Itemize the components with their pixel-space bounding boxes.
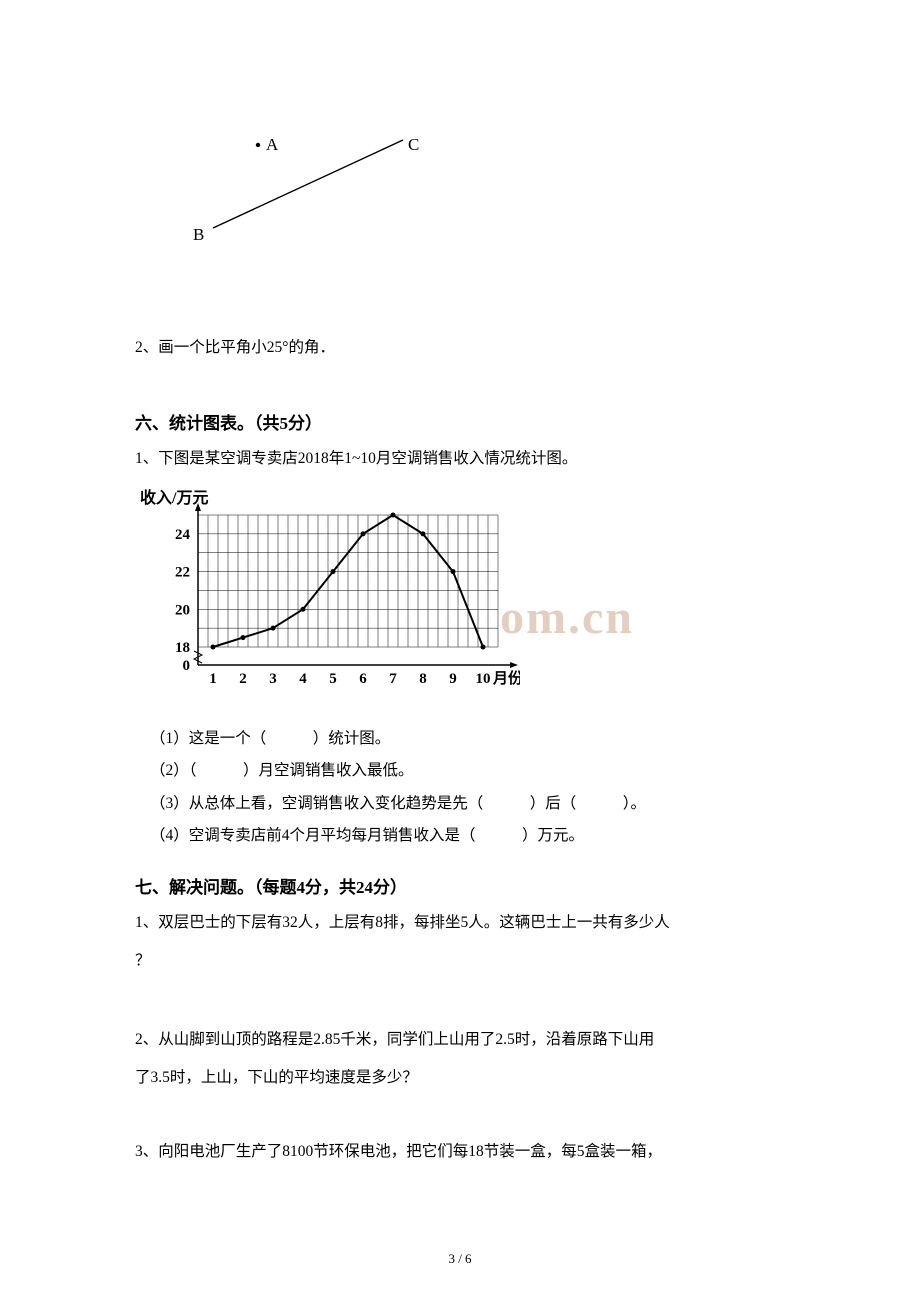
question-7-1-line2: ？ bbox=[135, 948, 785, 974]
svg-text:5: 5 bbox=[329, 671, 337, 687]
section-6-heading: 六、统计图表。（共5分） bbox=[135, 409, 785, 434]
svg-text:8: 8 bbox=[419, 671, 427, 687]
section-7-heading: 七、解决问题。（每题4分，共24分） bbox=[135, 873, 785, 898]
svg-text:1: 1 bbox=[209, 671, 217, 687]
svg-text:20: 20 bbox=[175, 602, 190, 618]
svg-text:9: 9 bbox=[449, 671, 457, 687]
question-6-1-sub2: （2）（ ）月空调销售收入最低。 bbox=[150, 755, 785, 788]
page-number: 3 / 6 bbox=[0, 1251, 920, 1267]
question-6-1-intro: 1、下图是某空调专卖店2018年1~10月空调销售收入情况统计图。 bbox=[135, 446, 785, 472]
question-7-2-line1: 2、从山脚到山顶的路程是2.85千米，同学们上山用了2.5时，沿着原路下山用 bbox=[135, 1027, 785, 1053]
svg-text:18: 18 bbox=[175, 640, 190, 656]
svg-text:月份: 月份 bbox=[492, 669, 520, 687]
svg-text:3: 3 bbox=[269, 671, 277, 687]
line-bc bbox=[213, 140, 403, 228]
geometry-svg: A B C bbox=[163, 120, 433, 260]
point-c-label: C bbox=[408, 135, 419, 154]
svg-text:22: 22 bbox=[175, 564, 190, 580]
point-b-label: B bbox=[193, 225, 204, 244]
svg-text:0: 0 bbox=[183, 658, 191, 674]
svg-text:2: 2 bbox=[239, 671, 247, 687]
question-7-2-line2: 了3.5时，上山，下山的平均速度是多少？ bbox=[135, 1065, 785, 1091]
svg-text:10: 10 bbox=[476, 671, 491, 687]
question-6-1-sub3: （3）从总体上看，空调销售收入变化趋势是先（ ）后（ ）。 bbox=[150, 788, 785, 821]
geometry-diagram: A B C bbox=[163, 120, 785, 265]
point-a-label: A bbox=[266, 135, 279, 154]
question-6-1-sub4: （4）空调专卖店前4个月平均每月销售收入是（ ）万元。 bbox=[150, 820, 785, 853]
question-6-1-sub1: （1）这是一个（ ）统计图。 bbox=[150, 723, 785, 756]
point-a-dot bbox=[256, 143, 260, 147]
question-5-2: 2、画一个比平角小25°的角． bbox=[135, 335, 785, 361]
svg-text:4: 4 bbox=[299, 671, 307, 687]
question-7-1-line1: 1、双层巴士的下层有32人，上层有8排，每排坐5人。这辆巴士上一共有多少人 bbox=[135, 910, 785, 936]
line-chart: 收入/万元01820222412345678910月份 bbox=[140, 485, 785, 715]
question-7-3: 3、向阳电池厂生产了8100节环保电池，把它们每18节装一盒，每5盒装一箱， bbox=[135, 1139, 785, 1165]
svg-text:7: 7 bbox=[389, 671, 397, 687]
svg-text:24: 24 bbox=[175, 527, 191, 543]
svg-text:6: 6 bbox=[359, 671, 367, 687]
chart-svg: 收入/万元01820222412345678910月份 bbox=[140, 485, 520, 710]
